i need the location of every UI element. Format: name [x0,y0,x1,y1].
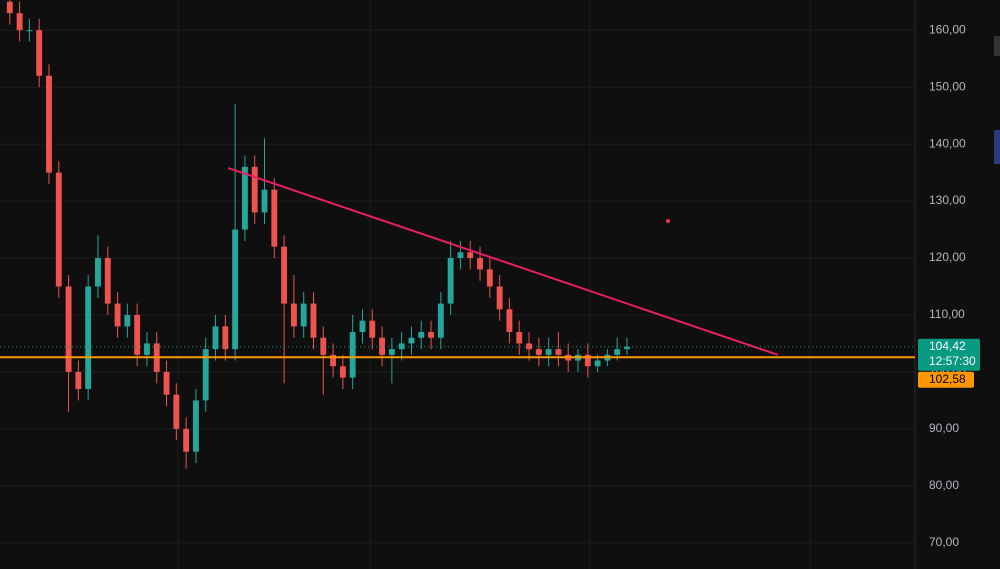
candle-body [545,349,552,355]
price-line-label: 102,58 [929,372,966,386]
candle-body [486,269,493,287]
candle-body [408,337,415,344]
candle-body [114,303,121,327]
y-tick-label: 70,00 [929,535,959,549]
candle-body [163,371,170,395]
candle-body [437,303,444,338]
candle-body [339,366,346,378]
drawing-marker [666,219,670,223]
candle-body [447,258,454,304]
candle-body [428,332,434,338]
candle-body [271,189,278,247]
candle-body [418,332,425,338]
candle-body [232,229,239,350]
trendline [227,167,779,356]
candle-body [212,326,219,350]
candle-body [388,349,395,355]
candle-body [320,337,327,355]
candle-body [379,337,386,355]
candle-body [477,258,483,270]
candle-body [6,1,13,14]
candle-body [202,349,209,401]
candle-body [65,286,72,372]
candle-body [251,166,258,213]
candle-body [310,303,317,338]
candle-body [496,286,503,310]
candle-body [300,303,307,327]
candle-body [555,349,562,355]
y-tick-label: 120,00 [929,250,966,264]
candle-body [467,252,474,259]
countdown-label: 12:57:30 [929,354,976,368]
candle-body [85,286,92,390]
last-price-label: 104,42 [929,339,966,353]
candle-body [281,246,288,304]
candle-body [75,371,82,390]
candle-body [516,332,523,344]
candle-body [192,400,199,452]
y-tick-label: 150,00 [929,79,966,93]
y-tick-label: 160,00 [929,22,966,36]
last-price-box [918,338,980,371]
candle-body [349,332,356,378]
y-tick-label: 80,00 [929,478,959,492]
candle-body [222,326,229,350]
candle-body [183,428,190,452]
y-tick-label: 130,00 [929,193,966,207]
candle-body [359,320,366,333]
candle-body [398,343,405,350]
side-tab [994,36,1000,56]
candle-body [26,30,33,32]
candle-body [506,309,513,333]
candle-body [134,314,141,355]
candle-body [584,354,591,367]
side-tab [994,130,1000,164]
candle-body [173,394,180,429]
candle-body [330,354,337,367]
candle-body [46,75,52,173]
candle-body [55,172,62,287]
candle-body [144,343,150,355]
candle-body [290,303,297,327]
candle-body [241,166,248,230]
candle-body [526,343,532,350]
candle-body [594,360,601,367]
y-tick-label: 90,00 [929,421,959,435]
y-tick-label: 140,00 [929,136,966,150]
vertical-grid [177,0,811,569]
candle-body [95,258,101,287]
candle-body [16,13,23,31]
candle-body [104,258,111,304]
candle-body [36,30,43,76]
candle-body [457,252,464,259]
candle-body [624,346,630,350]
candle-body [124,314,131,327]
price-line-box [918,371,974,388]
y-tick-label: 110,00 [929,307,965,321]
candle-body [261,189,268,213]
candle-body [614,349,621,355]
candle-body [535,349,542,355]
candle-body [369,320,376,338]
